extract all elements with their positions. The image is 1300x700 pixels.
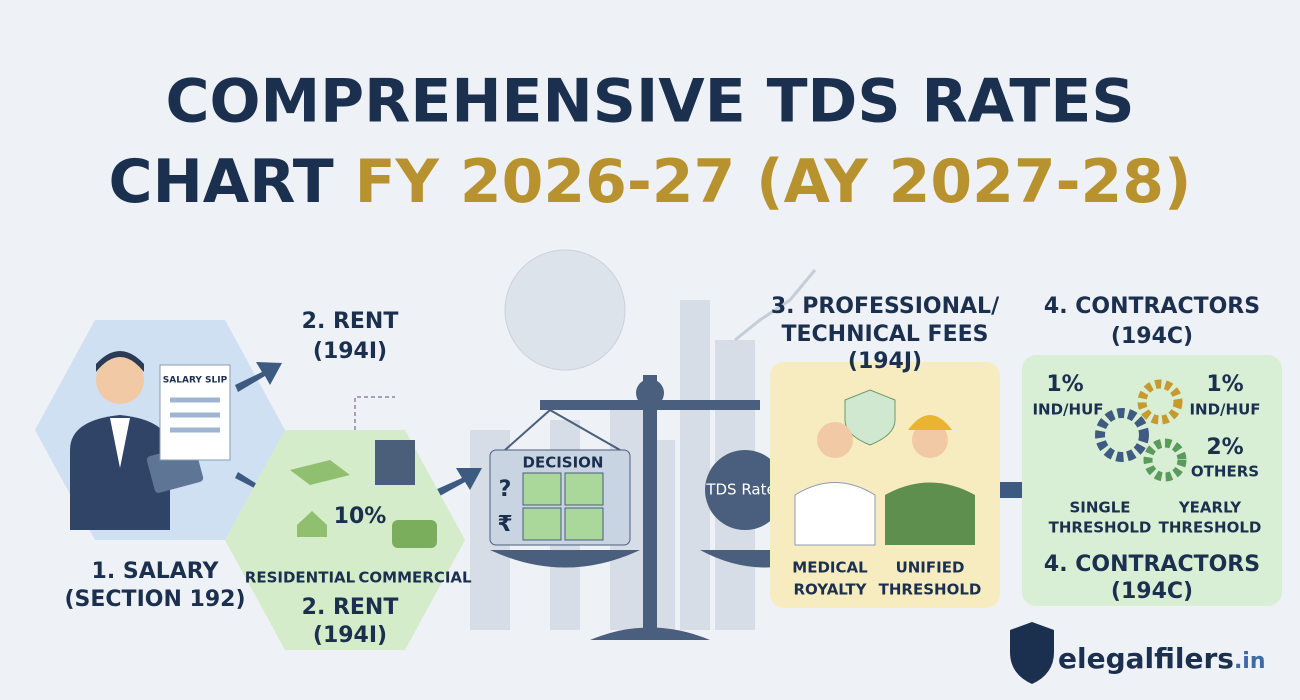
professional-section: (194J): [848, 349, 922, 374]
shape: [564, 472, 604, 506]
rent-top-section: (194I): [313, 339, 387, 364]
shape: [643, 375, 657, 630]
slip-lines: [170, 397, 220, 433]
rate-who: IND/HUF: [1189, 401, 1260, 419]
salary-slip-label: SALARY SLIP: [163, 376, 228, 386]
logo-tld: .in: [1234, 649, 1266, 674]
rate-who: IND/HUF: [1032, 401, 1103, 419]
shape: [235, 362, 282, 392]
map-icon: [290, 460, 350, 485]
dashed-connector: [354, 396, 395, 430]
shape: [490, 550, 640, 568]
decision-question: ?: [499, 477, 512, 502]
shape: [70, 415, 170, 530]
rent-residential: RESIDENTIAL: [245, 569, 356, 587]
contractors-section: (194C): [1111, 324, 1193, 349]
title-line1: COMPREHENSIVE TDS RATES: [165, 67, 1134, 137]
tds-bubble: [705, 450, 785, 530]
contractors-footer-title: 4. CONTRACTORS: [1044, 552, 1260, 577]
rent-top-title: 2. RENT: [302, 309, 399, 334]
professionals: [794, 389, 975, 546]
tds-bubble-text: TDS Rate?: [705, 481, 783, 499]
shape: [96, 351, 144, 372]
shape: [680, 300, 710, 630]
shape: [110, 418, 130, 468]
salary-section: (SECTION 192): [64, 587, 245, 612]
shape: [96, 356, 144, 404]
decision-label: DECISION: [523, 454, 604, 472]
shape: [794, 482, 876, 546]
shape: [817, 422, 853, 458]
shape: [435, 468, 482, 497]
shape: [590, 627, 710, 640]
shape: [1143, 438, 1187, 482]
shape: [522, 507, 562, 541]
shape: [1137, 379, 1183, 425]
decision-rupee: ₹: [497, 512, 512, 537]
contractors-title: 4. CONTRACTORS: [1044, 294, 1260, 319]
contractors-footer-section: (194C): [1111, 579, 1193, 604]
rate-who: OTHERS: [1191, 463, 1259, 481]
logo-text: elegalfilers.in: [1058, 642, 1266, 675]
single-line2: THRESHOLD: [1049, 519, 1152, 537]
contractors-card: [1022, 355, 1282, 606]
rate: 1%: [1206, 372, 1243, 397]
shape: [636, 379, 664, 407]
professional-right1: UNIFIED: [896, 559, 965, 577]
shape: [885, 482, 975, 545]
shape: [908, 415, 952, 430]
rent-section: (194I): [313, 623, 387, 648]
professional-title1: 3. PROFESSIONAL/: [771, 294, 1000, 319]
single-line1: SINGLE: [1069, 499, 1130, 517]
yearly-line1: YEARLY: [1178, 499, 1242, 517]
logo-shield: [1010, 622, 1054, 684]
rate: 1%: [1046, 372, 1083, 397]
title-line2: CHART FY 2026-27 (AY 2027-28): [109, 147, 1192, 217]
professional-title2: TECHNICAL FEES: [782, 322, 989, 347]
yearly-line2: THRESHOLD: [1159, 519, 1262, 537]
shape: [844, 389, 896, 446]
building-icon: [375, 440, 415, 485]
house-icon: [297, 511, 327, 537]
globe: [504, 249, 626, 371]
professional-right2: THRESHOLD: [879, 581, 982, 599]
professional-left2: ROYALTY: [794, 581, 868, 599]
sofa-icon: [392, 520, 437, 548]
professional-left1: MEDICAL: [792, 559, 868, 577]
shape: [912, 422, 948, 458]
logo-name: elegalfilers: [1058, 642, 1234, 675]
shape: [522, 472, 562, 506]
decision-grid: [522, 472, 604, 541]
title-highlight: FY 2026-27 (AY 2027-28): [355, 147, 1192, 217]
shape: [1095, 408, 1149, 462]
rent-title: 2. RENT: [302, 595, 399, 620]
rent-rate: 10%: [334, 504, 387, 529]
title-start: CHART: [109, 147, 334, 217]
gears: [1095, 379, 1187, 482]
trend-line: [734, 269, 817, 342]
rent-commercial: COMMERCIAL: [358, 569, 472, 587]
salary-title: 1. SALARY: [92, 559, 220, 584]
shape: [549, 409, 621, 451]
shape: [504, 409, 551, 451]
rate: 2%: [1206, 435, 1243, 460]
shape: [564, 507, 604, 541]
